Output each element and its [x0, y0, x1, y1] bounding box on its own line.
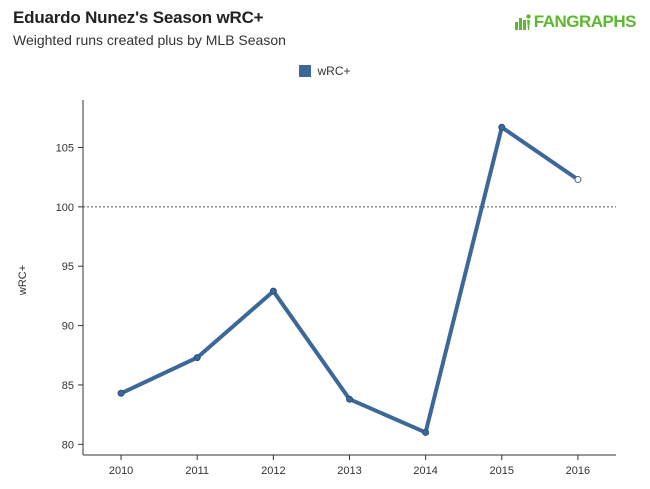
- chart-title: Eduardo Nunez's Season wRC+: [13, 8, 264, 27]
- chart-subtitle: Weighted runs created plus by MLB Season: [13, 32, 286, 48]
- y-tick-label: 95: [62, 261, 74, 273]
- x-tick-label: 2016: [566, 465, 590, 477]
- y-ticks: 80 85 90 95 100 105: [56, 142, 83, 451]
- x-tick-label: 2010: [109, 465, 133, 477]
- data-point-2012[interactable]: [269, 287, 277, 295]
- data-points: [117, 123, 582, 436]
- y-tick-label: 105: [56, 142, 74, 154]
- fangraphs-logo-icon: [514, 14, 531, 30]
- y-tick-label: 80: [62, 439, 74, 451]
- y-tick-label: 100: [56, 202, 74, 214]
- x-tick-label: 2011: [185, 465, 209, 477]
- data-point-2010[interactable]: [117, 389, 125, 397]
- series-line-wrc-plus: [119, 125, 580, 435]
- x-tick-label: 2015: [490, 465, 514, 477]
- chart-legend: wRC+: [0, 64, 650, 78]
- data-point-2016[interactable]: [574, 176, 582, 184]
- data-point-2015[interactable]: [498, 123, 506, 131]
- x-ticks: 2010 2011 2012 2013 2014 2015 2016: [109, 455, 590, 477]
- fangraphs-logo: FANGRAPHS: [514, 12, 637, 32]
- legend-label: wRC+: [317, 64, 351, 78]
- data-point-2014[interactable]: [422, 428, 430, 436]
- y-tick-label: 85: [62, 380, 74, 392]
- fangraphs-logo-text: FANGRAPHS: [533, 12, 637, 31]
- y-tick-label: 90: [62, 321, 74, 333]
- x-tick-label: 2012: [261, 465, 285, 477]
- x-tick-label: 2014: [413, 465, 437, 477]
- legend-swatch: [299, 65, 312, 77]
- y-axis-title: wRC+: [17, 265, 29, 296]
- x-tick-label: 2013: [337, 465, 361, 477]
- data-point-2011[interactable]: [193, 354, 201, 362]
- data-point-2013[interactable]: [346, 395, 353, 403]
